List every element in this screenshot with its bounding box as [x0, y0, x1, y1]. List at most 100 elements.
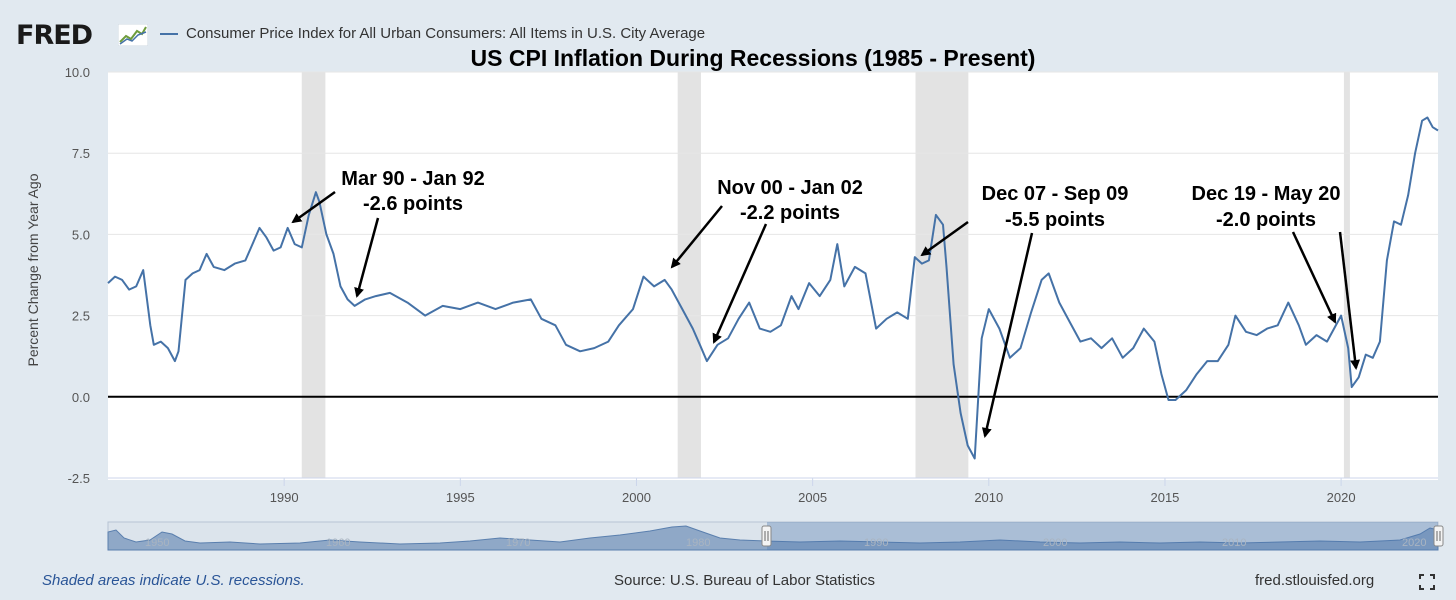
data-point: [340, 285, 342, 287]
data-point: [244, 259, 246, 261]
data-point: [579, 350, 581, 352]
site-link[interactable]: fred.stlouisfed.org: [1255, 572, 1375, 589]
data-point: [1069, 321, 1071, 323]
navigator-right-handle[interactable]: [1433, 525, 1444, 547]
navigator-left-handle[interactable]: [761, 525, 772, 547]
data-point: [287, 227, 289, 229]
y-tick-label: -2.5: [68, 471, 90, 486]
annotation-arrow: [1291, 231, 1337, 324]
data-point: [325, 233, 327, 235]
navigator-tick-label: 2000: [1043, 537, 1067, 549]
data-point: [618, 324, 620, 326]
data-point: [1277, 324, 1279, 326]
data-point: [953, 363, 955, 365]
data-point: [699, 344, 701, 346]
data-point: [477, 302, 479, 304]
data-point: [988, 308, 990, 310]
data-point: [407, 302, 409, 304]
data-point: [178, 350, 180, 352]
data-point: [1400, 224, 1402, 226]
data-point: [921, 263, 923, 265]
data-point: [1020, 347, 1022, 349]
data-point: [1143, 328, 1145, 330]
data-point: [748, 302, 750, 304]
data-point: [1153, 341, 1155, 343]
data-point: [301, 246, 303, 248]
data-point: [727, 337, 729, 339]
data-point: [1426, 117, 1428, 119]
data-point: [1227, 344, 1229, 346]
data-point: [1365, 354, 1367, 356]
data-point: [273, 250, 275, 252]
y-axis-label: Percent Change from Year Ago: [25, 173, 41, 366]
data-point: [1175, 399, 1177, 401]
annotation-arrow: [291, 190, 336, 224]
annotation-2008: Dec 07 - Sep 09 -5.5 points: [982, 183, 1129, 231]
navigator-ticks: 1950 1960 1970 1980 1990 2000 2010 2020: [145, 537, 1426, 549]
data-point: [1379, 341, 1381, 343]
range-navigator[interactable]: 1950 1960 1970 1980 1990 2000 2010 2020: [107, 521, 1444, 551]
data-point: [1266, 328, 1268, 330]
data-point: [935, 214, 937, 216]
x-tick-label: 2010: [974, 490, 1003, 505]
data-point: [1351, 386, 1353, 388]
data-point: [946, 266, 948, 268]
data-point: [875, 328, 877, 330]
data-point: [1009, 357, 1011, 359]
data-point: [865, 272, 867, 274]
x-tick-label: 2020: [1327, 490, 1356, 505]
data-point: [914, 256, 916, 258]
annotation-arrow: [920, 220, 969, 257]
data-point: [495, 308, 497, 310]
data-point: [1305, 344, 1307, 346]
data-point: [375, 295, 377, 297]
series-line[interactable]: [107, 116, 1439, 460]
y-tick-label: 2.5: [72, 309, 90, 324]
navigator-series-area: [107, 525, 1439, 551]
data-point: [692, 328, 694, 330]
data-point: [1245, 331, 1247, 333]
data-point: [266, 237, 268, 239]
legend[interactable]: Consumer Price Index for All Urban Consu…: [160, 25, 705, 42]
navigator-tick-label: 2010: [1222, 537, 1246, 549]
data-point: [107, 282, 109, 284]
annotation-arrow: [354, 217, 380, 298]
annotation-arrow: [1338, 231, 1361, 370]
data-point: [1090, 337, 1092, 339]
navigator-tick-label: 1980: [686, 537, 710, 549]
data-point: [632, 308, 634, 310]
data-point: [153, 344, 155, 346]
data-point: [1132, 347, 1134, 349]
data-point: [1185, 389, 1187, 391]
data-point: [974, 458, 976, 460]
chart-title: US CPI Inflation During Recessions (1985…: [471, 45, 1036, 71]
navigator-tick-label: 2020: [1402, 537, 1426, 549]
fred-logo[interactable]: FRED: [16, 20, 93, 51]
data-point: [1058, 302, 1060, 304]
data-point: [259, 227, 261, 229]
data-point: [1206, 360, 1208, 362]
data-point: [1168, 399, 1170, 401]
annotation-1990: Mar 90 - Jan 92 -2.6 points: [341, 168, 484, 215]
data-point: [1048, 272, 1050, 274]
data-point: [1316, 334, 1318, 336]
annotation-2020: Dec 19 - May 20 -2.0 points: [1192, 183, 1341, 231]
annotation-arrow: [670, 205, 723, 269]
y-tick-label: 0.0: [72, 390, 90, 405]
navigator-tick-label: 1960: [326, 537, 350, 549]
data-point: [1234, 315, 1236, 317]
navigator-selected-range[interactable]: [767, 522, 1438, 550]
data-point: [1122, 357, 1124, 359]
data-point: [886, 318, 888, 320]
annotation-1990-points: -2.6 points: [363, 193, 463, 215]
line-graph-icon: [118, 24, 148, 46]
data-point: [1337, 321, 1339, 323]
annotation-2001-points: -2.2 points: [740, 202, 840, 224]
data-point: [960, 412, 962, 414]
data-point: [280, 246, 282, 248]
x-axis-ticks: 1990 1995 2000 2005 2010 2015 2020: [108, 477, 1438, 505]
data-point: [315, 191, 317, 193]
data-point: [294, 243, 296, 245]
expand-icon[interactable]: [1418, 573, 1436, 591]
